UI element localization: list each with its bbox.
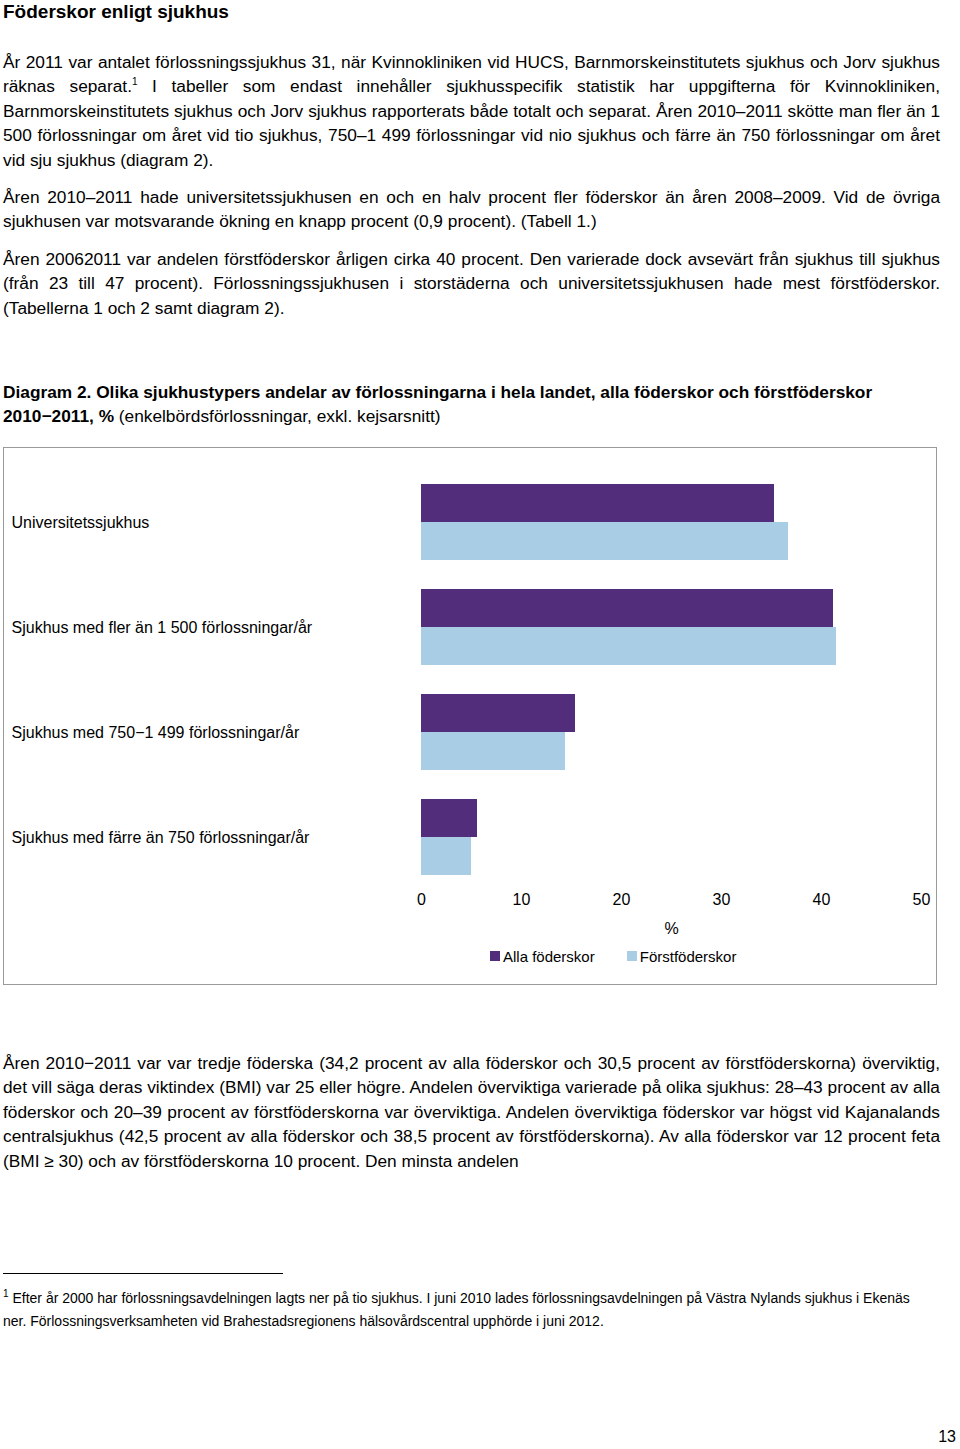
html-text:Alla föderskor: Alla föderskor bbox=[503, 947, 595, 965]
svg-text:50: 50 bbox=[913, 891, 931, 908]
html-text:År 2011 var antalet förlossnin: År 2011 var antalet förlossningssjukhus … bbox=[3, 52, 940, 170]
svg-text:Universitetssjukhus: Universitetssjukhus bbox=[12, 513, 150, 530]
svg-text:0: 0 bbox=[417, 891, 426, 908]
svg-text:%: % bbox=[664, 919, 678, 936]
svg-text:10: 10 bbox=[513, 891, 531, 908]
html-text:13: 13 bbox=[938, 1428, 956, 1445]
html-text:Diagram 2. Olika sjukhustypers: Diagram 2. Olika sjukhustypers andelar a… bbox=[3, 382, 873, 427]
html-text:1Efter år 2000 har förlossning: 1Efter år 2000 har förlossningsavdelning… bbox=[3, 1288, 910, 1329]
html-text:Förstföderskor: Förstföderskor bbox=[639, 947, 737, 965]
html-text:Föderskor enligt sjukhus: Föderskor enligt sjukhus bbox=[3, 1, 229, 22]
svg-text:30: 30 bbox=[713, 891, 731, 908]
svg-text:Sjukhus med färre än 750 förlo: Sjukhus med färre än 750 förlossningar/å… bbox=[12, 828, 311, 845]
html-text:Åren 20062011 var andelen förs: Åren 20062011 var andelen förstföderskor… bbox=[3, 248, 940, 318]
svg-text:Sjukhus med fler än 1 500 förl: Sjukhus med fler än 1 500 förlossningar/… bbox=[12, 618, 313, 635]
svg-text:Sjukhus med 750−1 499 förlossn: Sjukhus med 750−1 499 förlossningar/år bbox=[12, 723, 300, 740]
html-text:Åren 2010–2011 hade universite: Åren 2010–2011 hade universitetssjukhuse… bbox=[3, 187, 940, 232]
svg-text:40: 40 bbox=[813, 891, 831, 908]
html-text:Åren 2010−2011 var var tredje: Åren 2010−2011 var var tredje föderska (… bbox=[3, 1052, 940, 1171]
svg-text:20: 20 bbox=[613, 891, 631, 908]
